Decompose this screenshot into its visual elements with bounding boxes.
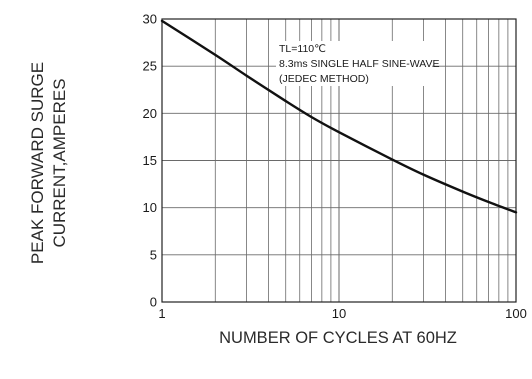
y-axis-label: PEAK FORWARD SURGE CURRENT,AMPERES xyxy=(28,62,69,264)
annotation-line-2: 8.3ms SINGLE HALF SINE-WAVE xyxy=(279,58,439,70)
y-axis-label-line-2: CURRENT,AMPERES xyxy=(50,78,69,247)
x-tick-label: 100 xyxy=(505,306,527,321)
y-tick-label: 25 xyxy=(143,59,157,74)
y-tick-label: 0 xyxy=(150,295,157,310)
y-tick-label: 5 xyxy=(150,247,157,262)
annotation-line-3: (JEDEC METHOD) xyxy=(279,73,369,85)
x-tick-label: 1 xyxy=(158,306,165,321)
y-tick-label: 10 xyxy=(143,200,157,215)
y-tick-label: 30 xyxy=(143,12,157,27)
y-tick-label: 15 xyxy=(143,153,157,168)
x-axis-label: NUMBER OF CYCLES AT 60HZ xyxy=(219,329,457,347)
annotation-line-1: TL=110℃ xyxy=(279,43,326,55)
y-tick-label: 20 xyxy=(143,106,157,121)
y-axis-label-line-1: PEAK FORWARD SURGE xyxy=(28,62,47,264)
x-tick-label: 10 xyxy=(332,306,346,321)
